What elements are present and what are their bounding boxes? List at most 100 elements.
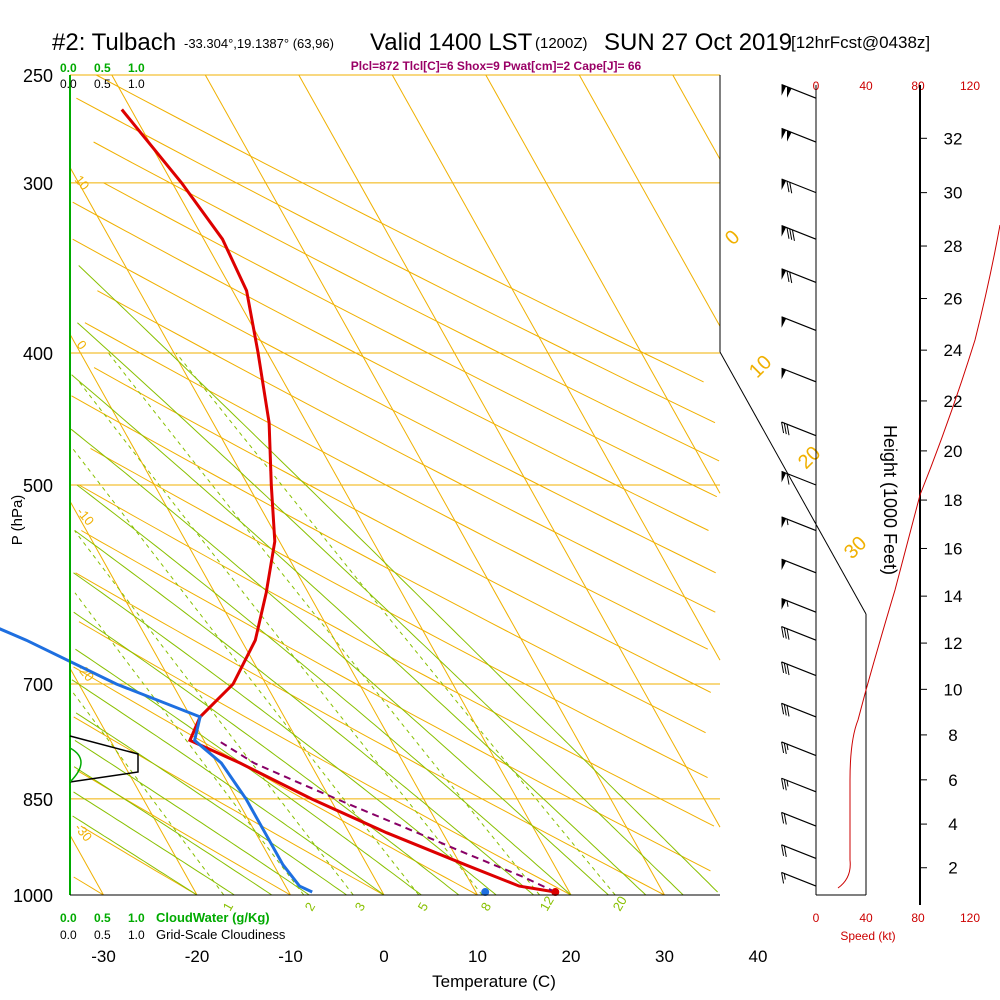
- height-tick-32: 32: [944, 129, 963, 148]
- wind-barb-0: [781, 84, 817, 99]
- forecast-label: [12hrFcst@0438z]: [791, 33, 930, 52]
- moist-adiabat--4: [75, 712, 347, 896]
- wind-barb-7: [781, 421, 817, 437]
- grid-layer: 25030040050070085010000102030100-10-20-3…: [13, 66, 980, 966]
- cloudwater-scale-bottom-0: 0.0: [60, 911, 77, 925]
- wind-barb-6: [781, 367, 817, 383]
- surface-temperature-marker: [551, 888, 560, 897]
- moist-adiabat-8: [73, 611, 460, 896]
- cloudwater-scale-bottom-1: 0.5: [94, 911, 111, 925]
- height-tick-16: 16: [944, 539, 963, 558]
- dry-adiabat-130: [103, 182, 718, 498]
- dry-adiabat-60: [90, 447, 708, 779]
- height-tick-6: 6: [948, 771, 957, 790]
- wind-barb-2: [781, 178, 817, 194]
- moist-adiabat--16: [73, 791, 235, 896]
- height-tick-24: 24: [944, 341, 963, 360]
- cloudiness-wedge: [69, 735, 139, 783]
- pressure-tick-250: 250: [23, 66, 53, 86]
- isotherm--30: [69, 834, 104, 896]
- mixing-ratio-label-2: 3: [352, 900, 369, 914]
- moist-adiabat-24: [70, 428, 609, 896]
- speed-tick-top-80: 80: [911, 79, 925, 93]
- cloudiness-scale-bottom-1: 0.5: [94, 928, 111, 942]
- surface-dewpoint-marker: [481, 888, 490, 897]
- wind-barb-14: [781, 702, 817, 718]
- temperature-axis-title: Temperature (C): [432, 972, 556, 991]
- moist-adiabat-20: [76, 484, 572, 896]
- cloudiness-scale-top-0: 0.0: [60, 77, 77, 91]
- dry-adiabat-label-1: 0: [74, 337, 90, 352]
- dry-adiabat-30: [75, 572, 665, 896]
- dry-adiabat-40: [81, 530, 711, 872]
- wind-barb-1: [781, 127, 817, 143]
- height-tick-18: 18: [944, 491, 963, 510]
- mixing-ratio-3: [74, 530, 354, 896]
- moist-adiabat-32: [77, 322, 684, 896]
- speed-tick-top-40: 40: [859, 79, 873, 93]
- isotherm-40: [298, 74, 721, 828]
- isotherm-80: [672, 74, 721, 160]
- pressure-axis-title: P (hPa): [9, 495, 26, 546]
- wind-barb-4: [781, 268, 817, 284]
- wind-barb-18: [781, 844, 817, 859]
- height-tick-4: 4: [948, 815, 957, 834]
- moist-adiabat--12: [73, 766, 273, 896]
- speed-tick-bottom-40: 40: [859, 911, 873, 925]
- dry-adiabat-120: [72, 201, 709, 531]
- cloudwater-scale-top-2: 1.0: [128, 61, 145, 75]
- height-axis-title: Height (1000 Feet): [880, 425, 900, 575]
- dry-adiabat-10: [73, 666, 478, 896]
- dry-adiabat-0: [73, 716, 385, 896]
- isotherm-label-1: 10: [745, 351, 776, 382]
- wind-barb-15: [781, 741, 817, 757]
- wind-barb-11: [781, 598, 817, 613]
- height-tick-2: 2: [948, 859, 957, 878]
- cloudiness-scale-bottom-0: 0.0: [60, 928, 77, 942]
- wind-layer: [781, 84, 817, 887]
- speed-axis-title: Speed (kt): [840, 929, 895, 943]
- dry-adiabat-50: [78, 484, 715, 827]
- mixing-ratio-12: [108, 352, 540, 896]
- mixing-ratio-label-4: 8: [478, 900, 495, 914]
- wind-barb-19: [781, 871, 817, 887]
- wind-barb-17: [781, 811, 817, 827]
- valid-date: SUN 27 Oct 2019: [604, 29, 792, 56]
- mixing-ratio-label-3: 5: [415, 900, 432, 914]
- speed-tick-top-120: 120: [960, 79, 980, 93]
- dry-adiabat-20: [78, 621, 572, 896]
- height-tick-10: 10: [944, 680, 963, 699]
- isotherm-label-3: 30: [840, 532, 871, 563]
- wind-barb-10: [781, 558, 817, 574]
- dry-adiabat-90: [84, 322, 709, 650]
- parcel-profile-line: [217, 739, 556, 893]
- speed-tick-bottom-0: 0: [813, 911, 820, 925]
- mixing-ratio-2: [74, 592, 305, 896]
- mixing-ratio-label-5: 12: [537, 893, 557, 913]
- moist-adiabat-36: [78, 265, 718, 893]
- mixing-ratio-1: [72, 692, 225, 896]
- sounding-indices: Plcl=872 Tlcl[C]=6 Shox=9 Pwat[cm]=2 Cap…: [351, 59, 642, 73]
- isotherm-0: [69, 334, 385, 896]
- isotherm-30: [204, 74, 665, 896]
- cloudwater-arc: [69, 747, 82, 783]
- temperature-tick-30: 30: [655, 947, 674, 966]
- temperature-tick--10: -10: [278, 947, 303, 966]
- isotherm-label-2: 20: [794, 442, 825, 473]
- isotherm-50: [391, 74, 721, 661]
- dry-adiabat-70: [71, 395, 706, 734]
- temperature-tick-40: 40: [749, 947, 768, 966]
- isotherm-70: [578, 74, 721, 327]
- cloudiness-label: Grid-Scale Cloudiness: [156, 927, 286, 942]
- zulu-time: (1200Z): [535, 35, 588, 52]
- dry-adiabat-100: [97, 290, 716, 613]
- cloudiness-scale-top-1: 0.5: [94, 77, 111, 91]
- height-tick-30: 30: [944, 184, 963, 203]
- temperature-profile-line: [120, 108, 556, 894]
- speed-tick-bottom-120: 120: [960, 911, 980, 925]
- height-tick-14: 14: [944, 587, 963, 606]
- wind-barb-16: [781, 777, 817, 793]
- wind-barb-13: [781, 661, 817, 677]
- height-tick-22: 22: [944, 392, 963, 411]
- isotherm-60: [485, 74, 721, 494]
